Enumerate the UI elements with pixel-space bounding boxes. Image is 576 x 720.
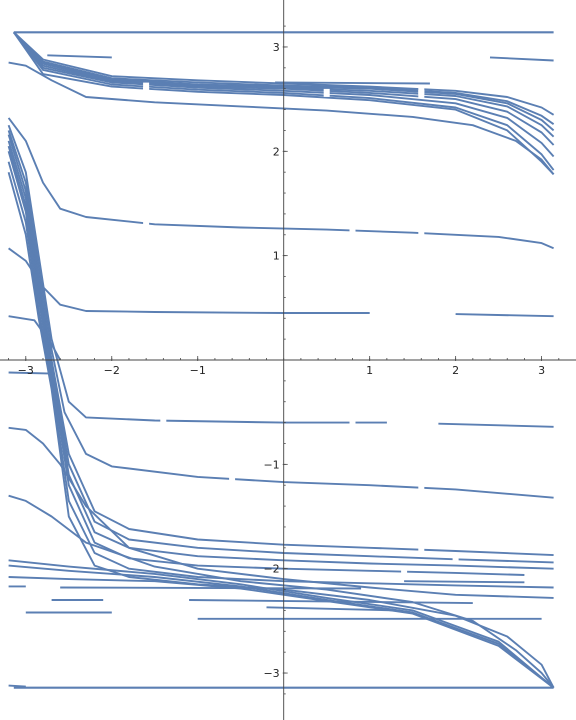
curve-gap <box>160 416 167 425</box>
curve-gap <box>323 88 330 97</box>
y-tick-label: 2 <box>273 145 280 158</box>
x-tick-label: −2 <box>104 364 120 377</box>
stream-curve <box>60 586 362 590</box>
stream-curve <box>8 684 26 688</box>
stream-curve <box>275 81 430 85</box>
stream-curve <box>13 31 555 116</box>
y-tick-label: 1 <box>273 250 280 263</box>
stream-curve <box>13 31 555 125</box>
curve-gap <box>418 86 425 95</box>
stream-curve <box>7 151 525 576</box>
curve-gap <box>143 86 150 95</box>
curve-gap <box>418 543 425 552</box>
stream-curve <box>8 426 554 599</box>
stream-curve <box>47 54 112 59</box>
stream-curve <box>189 599 473 605</box>
curve-gap <box>143 82 150 91</box>
curve-gap <box>229 477 236 485</box>
x-tick-label: 3 <box>538 364 545 377</box>
x-tick-label: 2 <box>452 364 459 377</box>
curve-gap <box>349 418 356 427</box>
stream-curve <box>7 145 554 570</box>
stream-curve <box>438 422 554 428</box>
x-tick-label: −3 <box>18 364 34 377</box>
stream-curve <box>489 56 554 62</box>
curve-gap <box>401 565 408 574</box>
stream-curve <box>7 124 387 424</box>
stream-curve <box>7 161 554 589</box>
x-tick-label: −1 <box>190 364 206 377</box>
curve-gap <box>418 229 425 238</box>
stream-curve <box>13 31 555 132</box>
y-tick-label: 3 <box>273 41 280 54</box>
stream-curve <box>7 134 554 557</box>
x-tick-label: 1 <box>366 364 373 377</box>
stream-curve <box>455 313 554 318</box>
curve-gaps <box>143 82 459 574</box>
stream-curve <box>7 171 555 689</box>
y-tick-label: −2 <box>263 563 279 576</box>
curve-gap <box>418 483 425 492</box>
y-tick-label: −1 <box>263 458 279 471</box>
stream-curve <box>7 117 554 250</box>
curve-gap <box>349 226 356 235</box>
stream-curve <box>8 371 52 375</box>
stream-curve <box>8 247 370 314</box>
curve-gap <box>452 554 459 563</box>
stream-curve <box>404 580 525 584</box>
curve-gap <box>143 220 150 229</box>
stream-curve <box>266 606 396 612</box>
y-tick-label: −3 <box>263 667 279 680</box>
stream-curve <box>7 130 554 499</box>
